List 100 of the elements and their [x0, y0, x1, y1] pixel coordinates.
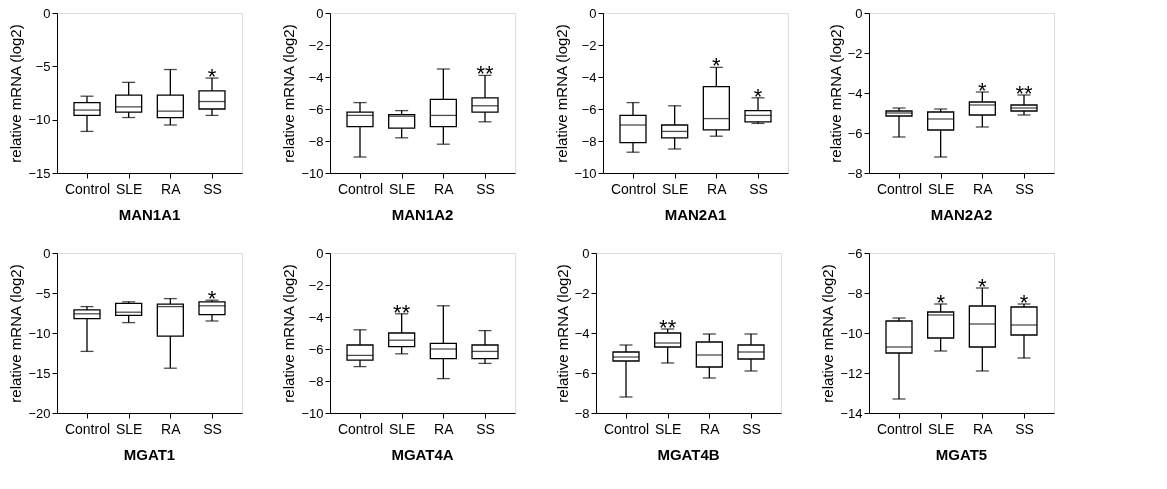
y-tick-label: −10: [28, 112, 51, 128]
text: MAN2A1: [664, 206, 727, 223]
y-tick-label: 0: [316, 5, 324, 21]
x-tick-label: RA: [161, 420, 182, 437]
x-tick-label: SLE: [115, 420, 143, 437]
y-tick-label: −4: [574, 325, 590, 341]
annotation: **: [1015, 81, 1033, 106]
y-tick-label: −6: [308, 101, 324, 117]
y-tick-label: −8: [308, 133, 324, 149]
x-tick-label: SS: [742, 420, 761, 437]
text: MAN1A2: [391, 206, 454, 223]
y-tick-label: −15: [28, 165, 51, 181]
x-tick-label: Control: [337, 420, 384, 437]
y-tick-label: −4: [847, 85, 863, 101]
y-axis-title: relative mRNA (log2): [7, 24, 25, 163]
y-tick-label: −2: [847, 45, 863, 61]
y-tick-label: −6: [581, 101, 597, 117]
x-tick-label: Control: [876, 180, 923, 197]
y-tick-label: −6: [574, 365, 590, 381]
x-tick-label: SLE: [115, 180, 143, 197]
y-tick-label: −6: [308, 341, 324, 357]
x-tick-label: SS: [1015, 180, 1034, 197]
y-tick-label: −4: [308, 309, 324, 325]
text: MGAT1: [123, 446, 176, 463]
y-tick-label: −2: [574, 285, 590, 301]
annotation: *: [207, 64, 217, 90]
y-tick-label: −2: [581, 37, 597, 53]
y-axis-title: relative mRNA (log2): [826, 24, 844, 163]
x-tick-label: SLE: [927, 180, 955, 197]
x-tick-label: RA: [973, 420, 994, 437]
y-tick-label: −4: [581, 69, 597, 85]
y-tick-label: −10: [28, 325, 51, 341]
y-tick-label: −8: [581, 133, 597, 149]
annotation: *: [978, 274, 988, 299]
y-tick-label: −4: [308, 69, 324, 85]
y-tick-label: 0: [316, 245, 324, 261]
y-tick-label: −14: [840, 405, 863, 421]
x-tick-label: SS: [203, 180, 222, 197]
x-tick-label: SLE: [388, 180, 416, 197]
x-tick-label: Control: [64, 420, 111, 437]
x-tick-label: RA: [434, 420, 455, 437]
text: MGAT4B: [657, 446, 720, 463]
y-tick-label: −2: [308, 277, 324, 293]
y-tick-label: −20: [28, 405, 51, 421]
y-tick-label: −8: [308, 373, 324, 389]
x-tick-label: SLE: [388, 420, 416, 437]
annotation: *: [207, 286, 217, 312]
annotation: **: [659, 315, 677, 340]
x-tick-label: SS: [476, 420, 495, 437]
y-axis-title: relative mRNA (log2): [819, 264, 837, 403]
annotation: **: [393, 299, 411, 325]
y-tick-label: −6: [847, 245, 863, 261]
y-tick-label: −2: [308, 37, 324, 53]
x-tick-label: SLE: [654, 420, 682, 437]
y-tick-label: 0: [855, 5, 863, 21]
annotation: *: [978, 78, 988, 103]
y-axis-title: relative mRNA (log2): [553, 264, 571, 403]
x-tick-label: Control: [603, 420, 650, 437]
y-tick-label: −8: [847, 285, 863, 301]
x-tick-label: SS: [1015, 420, 1034, 437]
x-tick-label: RA: [700, 420, 721, 437]
annotation: **: [476, 61, 494, 87]
y-axis-title: relative mRNA (log2): [280, 264, 298, 403]
y-tick-label: 0: [43, 5, 51, 21]
x-tick-label: RA: [434, 180, 455, 197]
y-tick-label: −12: [840, 365, 863, 381]
y-tick-label: 0: [43, 245, 51, 261]
x-tick-label: RA: [161, 180, 182, 197]
y-tick-label: −8: [574, 405, 590, 421]
y-tick-label: 0: [589, 5, 597, 21]
x-tick-label: Control: [337, 180, 384, 197]
text: MAN1A1: [118, 206, 181, 223]
y-axis-title: relative mRNA (log2): [553, 24, 571, 163]
x-tick-label: RA: [707, 180, 728, 197]
y-tick-label: −10: [301, 405, 324, 421]
x-tick-label: SS: [476, 180, 495, 197]
y-tick-label: −10: [840, 325, 863, 341]
x-tick-label: Control: [610, 180, 657, 197]
y-axis-title: relative mRNA (log2): [7, 264, 25, 403]
y-axis-title: relative mRNA (log2): [280, 24, 298, 163]
x-tick-label: SS: [203, 420, 222, 437]
y-tick-label: 0: [582, 245, 590, 261]
y-tick-label: −10: [574, 165, 597, 181]
annotation: *: [936, 290, 946, 315]
y-tick-label: −10: [301, 165, 324, 181]
annotation: *: [1019, 290, 1029, 315]
annotation: *: [753, 83, 763, 109]
x-tick-label: Control: [64, 180, 111, 197]
x-tick-label: SS: [749, 180, 768, 197]
text: MGAT5: [935, 446, 988, 463]
x-tick-label: Control: [876, 420, 923, 437]
y-tick-label: −15: [28, 365, 51, 381]
annotation: *: [712, 53, 722, 79]
y-tick-label: −6: [847, 125, 863, 141]
x-tick-label: SLE: [661, 180, 689, 197]
text: MGAT4A: [391, 446, 454, 463]
y-tick-label: −5: [35, 285, 51, 301]
text: MAN2A2: [930, 206, 993, 223]
y-tick-label: −5: [35, 58, 51, 74]
y-tick-label: −8: [847, 165, 863, 181]
